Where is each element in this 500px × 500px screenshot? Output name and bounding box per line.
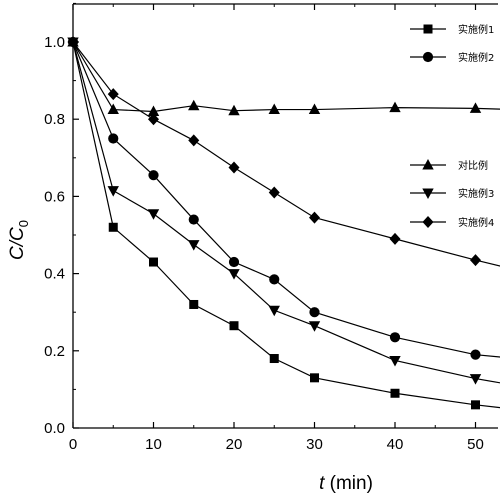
x-axis-title: t (min) <box>319 473 373 494</box>
data-point-diamond <box>389 232 401 245</box>
data-point-diamond <box>107 88 119 101</box>
data-point-triangle-down <box>268 305 280 317</box>
series-line <box>72 41 500 267</box>
data-point-circle <box>389 332 401 343</box>
data-point-diamond <box>228 161 240 174</box>
series-group <box>67 36 500 116</box>
legend-label: 实施例2 <box>458 51 494 64</box>
data-point-diamond <box>188 134 200 147</box>
data-point-square <box>229 321 239 331</box>
data-point-triangle-up <box>147 105 160 116</box>
series-group <box>67 36 500 267</box>
legend-entry: 实施例2 <box>410 51 494 64</box>
series-line <box>72 41 500 358</box>
data-point-triangle-down <box>469 374 482 385</box>
x-tick-label: 0 <box>69 436 77 453</box>
data-point-triangle-down <box>308 321 321 332</box>
legend-marker-circle <box>422 51 434 63</box>
x-axis-title-unit: (min) <box>330 473 373 494</box>
y-tick-label: 0.6 <box>44 188 65 205</box>
data-point-square <box>108 222 118 232</box>
data-point-triangle-up <box>228 104 240 116</box>
x-tick-label: 40 <box>387 436 404 453</box>
y-tick-label: 0.0 <box>44 420 65 437</box>
series-group <box>68 37 500 410</box>
data-point-triangle-up <box>268 103 280 115</box>
data-point-triangle-up <box>107 103 119 115</box>
series-line <box>72 41 500 409</box>
y-tick-label: 0.8 <box>44 111 65 128</box>
series-line <box>72 41 500 384</box>
data-point-diamond <box>268 186 280 199</box>
legend-marker-triangle-up <box>422 159 434 170</box>
data-point-triangle-up <box>308 103 321 115</box>
series-group <box>67 36 500 360</box>
legend-label: 对比例 <box>458 159 488 172</box>
legend-label: 实施例3 <box>458 187 494 200</box>
y-tick-label: 1.0 <box>44 34 65 51</box>
axis-ticks: 0 10 20 30 40 50 0.0 0.2 0.4 0.6 0.8 1.0 <box>44 2 484 453</box>
data-point-triangle-up <box>389 101 401 113</box>
series-group <box>67 37 500 385</box>
data-point-diamond <box>148 113 159 126</box>
legend-label: 实施例4 <box>458 216 494 229</box>
y-axis-title: C/C0 <box>7 220 31 260</box>
data-point-triangle-down <box>188 240 200 251</box>
data-point-triangle-down <box>147 209 160 220</box>
legend-marker-diamond <box>422 216 434 228</box>
data-point-square <box>269 354 279 364</box>
y-tick-label: 0.4 <box>44 266 65 283</box>
data-point-circle <box>228 256 240 268</box>
legend-entry: 实施例3 <box>410 187 494 200</box>
data-point-diamond <box>67 36 79 48</box>
data-point-triangle-down <box>389 355 401 367</box>
series-line <box>72 41 500 113</box>
axes <box>72 3 498 429</box>
x-tick-label: 20 <box>226 436 243 453</box>
data-point-circle <box>108 133 119 144</box>
data-point-triangle-down <box>228 269 240 280</box>
data-point-circle <box>309 307 320 318</box>
data-point-square <box>189 299 199 309</box>
data-point-circle <box>269 274 280 285</box>
data-point-triangle-up <box>188 99 200 111</box>
data-series <box>67 36 500 410</box>
legend-marker-square <box>423 24 433 34</box>
data-point-circle <box>470 349 481 360</box>
legend-entry: 实施例1 <box>410 23 494 36</box>
data-point-diamond <box>309 211 320 224</box>
data-point-square <box>390 388 400 398</box>
data-point-square <box>471 400 480 410</box>
data-point-diamond <box>470 254 481 267</box>
y-axis-title-subscript: 0 <box>16 220 31 227</box>
legend-entry: 对比例 <box>410 159 488 172</box>
x-tick-label: 10 <box>145 436 162 453</box>
data-point-square <box>149 257 158 267</box>
y-tick-label: 0.2 <box>44 343 65 360</box>
x-tick-label: 30 <box>306 436 323 453</box>
legend-label: 实施例1 <box>458 23 494 36</box>
data-point-circle <box>148 170 159 181</box>
x-axis-title-variable: t <box>319 473 325 494</box>
data-point-triangle-up <box>469 102 482 113</box>
data-point-square <box>310 373 319 383</box>
x-tick-label: 50 <box>467 436 484 453</box>
data-point-circle <box>188 214 199 225</box>
data-point-triangle-down <box>107 186 119 197</box>
y-axis-title-main: C/C <box>7 227 28 260</box>
legend-marker-triangle-down <box>422 188 434 199</box>
legend-entry: 实施例4 <box>410 216 494 229</box>
